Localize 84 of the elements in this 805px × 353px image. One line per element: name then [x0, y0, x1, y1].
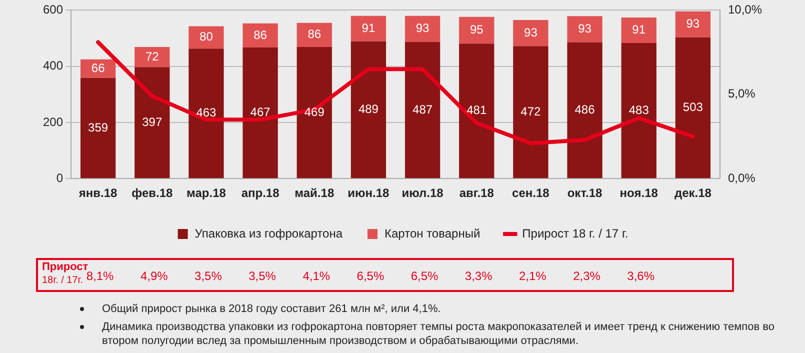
data-label: 95 — [470, 22, 484, 37]
data-label: 489 — [358, 102, 379, 116]
data-label: 487 — [412, 102, 433, 116]
data-label: 6,5% — [356, 269, 384, 283]
data-label: 469 — [304, 104, 325, 119]
y-tick-label: 0 — [56, 170, 64, 185]
bar — [80, 78, 116, 178]
text: 18г. / 17г. — [42, 275, 83, 286]
data-label: 397 — [142, 114, 162, 129]
data-label: 86 — [308, 27, 322, 42]
text: Прирост — [42, 261, 88, 273]
bar — [621, 43, 656, 178]
data-label: 93 — [578, 21, 592, 36]
data-label: 93 — [686, 16, 700, 31]
x-tick-label: июл.18 — [402, 186, 444, 200]
data-label: 472 — [520, 104, 542, 118]
x-tick-label: ноя.18 — [620, 186, 658, 200]
bar — [675, 11, 711, 38]
y-tick-label: 400 — [42, 58, 64, 73]
bar — [567, 16, 602, 42]
bar — [459, 16, 494, 44]
y2-tick-label: 0,0% — [728, 170, 756, 185]
bar — [134, 46, 170, 68]
data-label: 2,3% — [572, 269, 601, 283]
x-tick-label: окт.18 — [567, 186, 603, 200]
bar — [188, 26, 224, 49]
data-label: 3,5% — [248, 269, 276, 283]
data-label: 3,3% — [464, 269, 493, 283]
legend-label: Прирост 18 г. / 17 г. — [522, 226, 628, 240]
x-tick-label: мар.18 — [186, 186, 226, 200]
x-tick-label: фев.18 — [132, 186, 173, 200]
data-label: 483 — [628, 102, 650, 117]
data-label: 481 — [466, 103, 487, 118]
data-label: 93 — [416, 21, 430, 36]
y-tick-label: 200 — [42, 114, 64, 129]
data-label: 80 — [200, 30, 214, 44]
data-label: 3,5% — [194, 269, 222, 283]
bar — [513, 20, 548, 46]
data-label: 4,9% — [140, 269, 168, 283]
data-label: 72 — [145, 49, 160, 64]
bar — [134, 67, 170, 178]
bar — [350, 16, 386, 42]
legend-label: Упаковка из гофрокартона — [194, 226, 343, 240]
bar — [242, 23, 278, 48]
bar — [621, 17, 656, 44]
bar — [567, 42, 602, 178]
data-label: 6,5% — [410, 269, 439, 283]
data-label: 359 — [88, 120, 108, 134]
text: Динамика производства упаковки из гофрокартона повторяет темпы роста макропоказателей и имеет тренд к снижению темпов во втором полугодии вслед за промышленным производством и обрабатывающими отраслями. — [101, 320, 776, 348]
bar — [242, 48, 278, 178]
data-label: 91 — [362, 20, 376, 35]
data-label: 486 — [574, 102, 596, 116]
data-label: 91 — [632, 22, 646, 37]
data-label: 467 — [250, 105, 271, 120]
x-tick-label: янв.18 — [78, 186, 118, 200]
x-tick-label: май.18 — [294, 186, 334, 200]
data-label: 503 — [682, 100, 704, 114]
y-tick-label: 600 — [42, 2, 64, 17]
x-tick-label: сен.18 — [512, 186, 550, 200]
y2-tick-label: 10,0% — [728, 2, 762, 17]
x-tick-label: июн.18 — [348, 186, 390, 200]
bar — [188, 48, 224, 178]
bar — [296, 22, 332, 47]
y2-tick-label: 5,0% — [728, 86, 756, 101]
x-tick-label: дек.18 — [674, 186, 712, 200]
data-label: 3,6% — [626, 269, 655, 283]
x-tick-label: авг.18 — [459, 186, 494, 200]
bar — [296, 46, 332, 178]
data-label: 463 — [196, 106, 217, 120]
data-label: 66 — [91, 60, 106, 75]
bar — [350, 41, 386, 178]
bar — [459, 44, 494, 178]
data-label: 86 — [254, 28, 268, 42]
data-label: 2,1% — [518, 269, 547, 283]
text: Общий прирост рынка в 2018 году составит 261 млн м², или 4,1%. — [101, 302, 442, 316]
bar — [675, 37, 711, 178]
data-label: 8,1% — [86, 269, 114, 283]
bar — [404, 42, 440, 178]
bar — [404, 16, 440, 42]
data-label: 93 — [524, 25, 538, 40]
bar — [513, 46, 548, 178]
data-label: 4,1% — [302, 269, 330, 283]
legend-label: Картон товарный — [384, 226, 480, 240]
x-tick-label: апр.18 — [241, 186, 280, 200]
